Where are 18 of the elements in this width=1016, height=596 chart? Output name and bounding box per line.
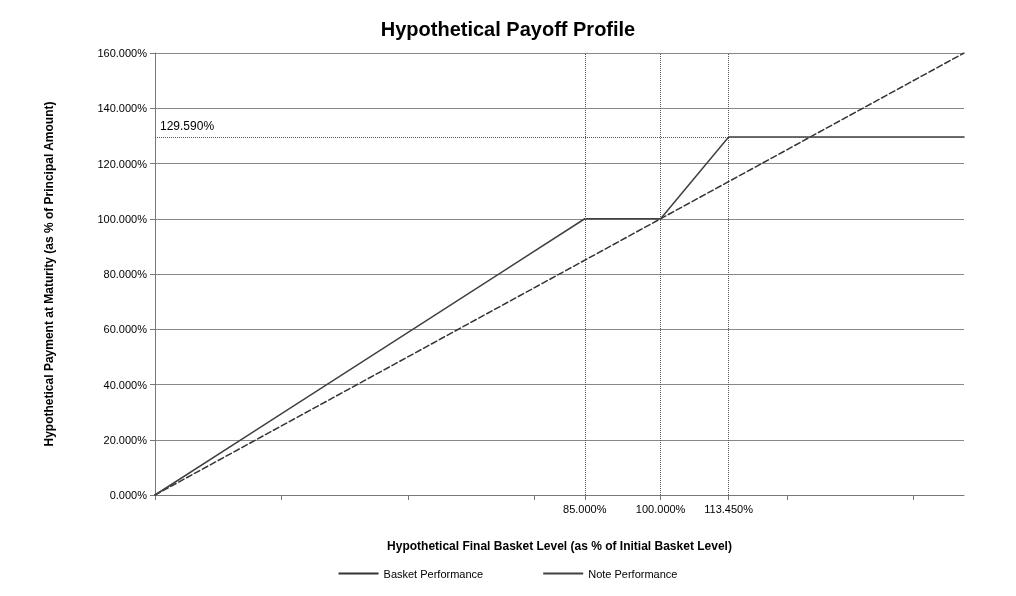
x-axis-title: Hypothetical Final Basket Level (as % of Initial Basket Level) [387,539,732,553]
y-tick-label: 80.000% [103,268,148,280]
y-tick-label: 60.000% [103,323,148,336]
legend-label: Note Performance [588,567,678,580]
chart-title: Hypothetical Payoff Profile [380,18,636,40]
y-tick-label: 100.000% [97,212,148,225]
y-tick-label: 140.000% [97,102,148,115]
ref-line-label: 129.590% [160,119,215,134]
x-tick-label: 113.450% [704,502,754,515]
y-axis-title: Hypothetical Payment at Maturity (as % of Principal Amount) [42,101,56,447]
y-tick-label: 160.000% [97,47,148,59]
y-tick-label: 0.000% [109,489,148,501]
y-tick-label: 40.000% [103,378,148,391]
y-tick-label: 120.000% [97,157,148,170]
x-tick-label: 85.000% [563,502,607,515]
y-tick-label: 20.000% [103,433,148,446]
x-tick-label: 100.000% [635,502,686,515]
legend-label: Basket Performance [383,567,484,580]
